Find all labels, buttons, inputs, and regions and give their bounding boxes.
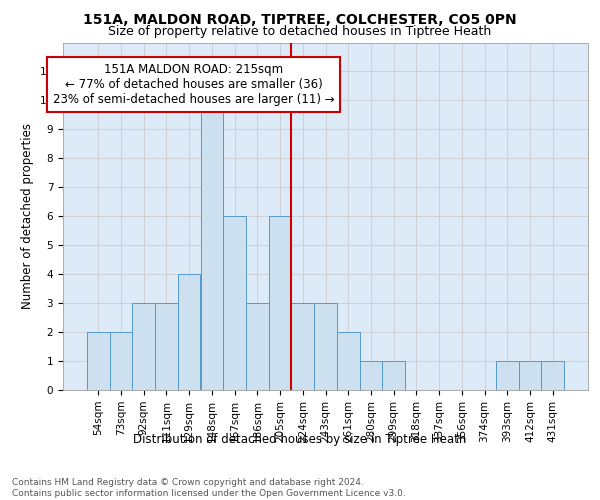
Bar [382,361,405,390]
Bar [178,274,200,390]
Bar [337,332,359,390]
Bar [87,332,110,390]
Bar [314,303,337,390]
Text: Contains HM Land Registry data © Crown copyright and database right 2024.
Contai: Contains HM Land Registry data © Crown c… [12,478,406,498]
Bar [496,361,518,390]
Text: Size of property relative to detached houses in Tiptree Heath: Size of property relative to detached ho… [109,25,491,38]
Text: 151A MALDON ROAD: 215sqm
← 77% of detached houses are smaller (36)
23% of semi-d: 151A MALDON ROAD: 215sqm ← 77% of detach… [53,63,334,106]
Bar [223,216,246,390]
Bar [155,303,178,390]
Bar [292,303,314,390]
Bar [269,216,292,390]
Bar [541,361,564,390]
Bar [359,361,382,390]
Bar [200,100,223,390]
Bar [246,303,269,390]
Y-axis label: Number of detached properties: Number of detached properties [22,123,34,309]
Text: Distribution of detached houses by size in Tiptree Heath: Distribution of detached houses by size … [133,432,467,446]
Text: 151A, MALDON ROAD, TIPTREE, COLCHESTER, CO5 0PN: 151A, MALDON ROAD, TIPTREE, COLCHESTER, … [83,12,517,26]
Bar [133,303,155,390]
Bar [110,332,133,390]
Bar [518,361,541,390]
